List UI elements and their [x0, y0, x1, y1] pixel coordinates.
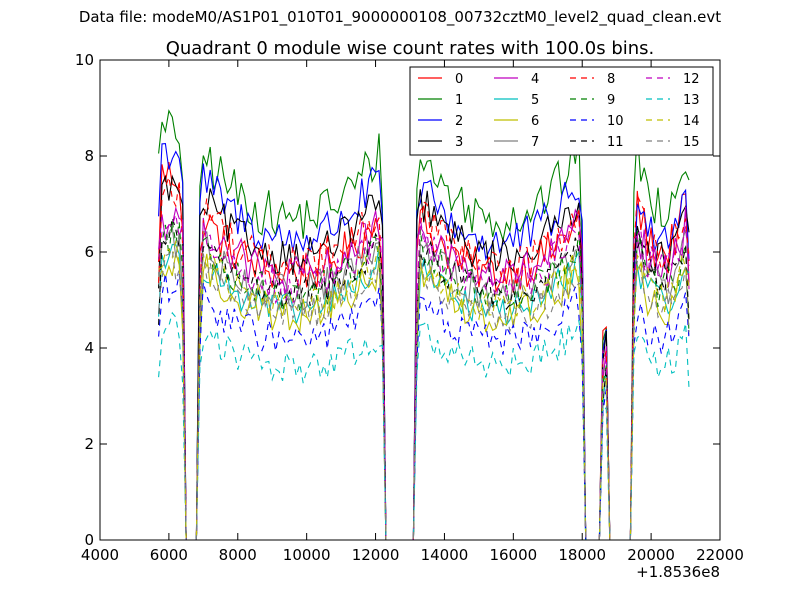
series-line-14 — [158, 240, 690, 541]
x-tick-label: 14000 — [421, 546, 469, 564]
y-tick-label: 2 — [84, 435, 94, 453]
series-layer — [158, 109, 690, 541]
y-tick-label: 4 — [84, 339, 94, 357]
x-tick-label: 18000 — [558, 546, 606, 564]
x-tick-label: 16000 — [489, 546, 537, 564]
x-tick-label: 4000 — [81, 546, 119, 564]
series-line-15 — [158, 248, 690, 541]
y-tick-label: 8 — [84, 147, 94, 165]
x-tick-label: 10000 — [283, 546, 331, 564]
legend-label-1: 1 — [455, 93, 463, 108]
legend-label-2: 2 — [455, 114, 463, 129]
series-line-8 — [158, 176, 690, 541]
legend-label-13: 13 — [683, 93, 700, 108]
axes-frame — [99, 59, 721, 541]
legend-box — [409, 66, 714, 156]
chart-title: Quadrant 0 module wise count rates with … — [166, 38, 655, 59]
legend-label-3: 3 — [455, 135, 463, 150]
legend-label-4: 4 — [531, 72, 539, 87]
legend-label-10: 10 — [607, 114, 624, 129]
ticks-layer: 4000 6000 8000 10000 12000 14000 16000 18000 200… — [75, 51, 744, 564]
y-tick-label: 10 — [75, 51, 94, 69]
legend-label-0: 0 — [455, 72, 463, 87]
legend-label-5: 5 — [531, 93, 539, 108]
legend-label-7: 7 — [531, 135, 539, 150]
x-tick-label: 6000 — [150, 546, 188, 564]
legend-label-14: 14 — [683, 114, 700, 129]
legend-label-9: 9 — [607, 93, 615, 108]
x-offset-label: +1.8536e8 — [636, 563, 720, 581]
figure-suptitle: Data file: modeM0/AS1P01_010T01_90000001… — [78, 8, 722, 26]
x-tick-label: 22000 — [696, 546, 744, 564]
legend-label-6: 6 — [531, 114, 539, 129]
series-line-10 — [158, 273, 690, 541]
x-tick-label: 20000 — [627, 546, 675, 564]
legend-label-11: 11 — [607, 135, 624, 150]
legend-label-12: 12 — [683, 72, 700, 87]
x-tick-label: 12000 — [352, 546, 400, 564]
y-tick-label: 0 — [84, 531, 94, 549]
legend-label-15: 15 — [683, 135, 700, 150]
y-tick-label: 6 — [84, 243, 94, 261]
legend-label-8: 8 — [607, 72, 615, 87]
x-tick-label: 8000 — [219, 546, 257, 564]
